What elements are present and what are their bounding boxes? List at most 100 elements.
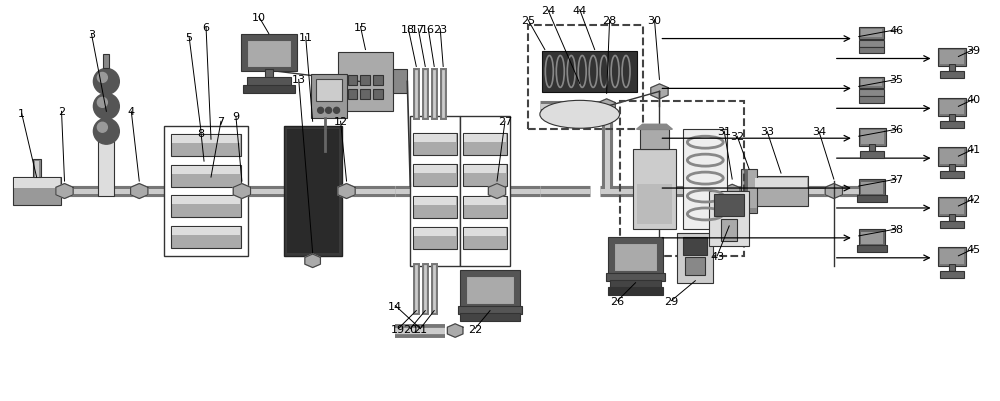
Text: 44: 44: [573, 6, 587, 16]
Bar: [463, 165, 507, 186]
Text: 27: 27: [498, 117, 512, 127]
Text: 19: 19: [391, 324, 405, 334]
Polygon shape: [488, 184, 506, 199]
Bar: [940, 271, 964, 278]
Bar: [938, 98, 966, 117]
Text: 5: 5: [186, 32, 193, 43]
Bar: [98, 142, 114, 196]
Bar: [13, 178, 61, 205]
Bar: [938, 198, 966, 217]
Text: 12: 12: [333, 117, 348, 127]
Bar: [940, 100, 964, 115]
Bar: [414, 135, 456, 143]
Bar: [861, 130, 884, 145]
Bar: [859, 28, 884, 40]
Bar: [859, 97, 884, 104]
Bar: [241, 34, 297, 72]
Bar: [859, 180, 885, 196]
Text: 18: 18: [401, 24, 415, 34]
Circle shape: [318, 108, 324, 114]
Polygon shape: [724, 185, 740, 198]
Bar: [755, 178, 807, 188]
Bar: [714, 194, 744, 217]
Bar: [360, 76, 370, 86]
Bar: [414, 198, 456, 205]
Text: 35: 35: [890, 75, 904, 85]
Bar: [633, 150, 676, 229]
Bar: [460, 313, 520, 321]
Bar: [463, 227, 507, 249]
Bar: [171, 166, 241, 188]
Bar: [164, 127, 248, 256]
Circle shape: [97, 123, 107, 133]
Bar: [685, 257, 705, 275]
Text: 21: 21: [413, 324, 427, 334]
Bar: [542, 51, 637, 93]
Text: 46: 46: [890, 26, 904, 36]
Bar: [857, 196, 887, 203]
Bar: [640, 130, 669, 150]
Bar: [247, 41, 291, 68]
Bar: [861, 232, 883, 244]
Polygon shape: [651, 85, 668, 99]
Text: 29: 29: [664, 296, 679, 306]
Bar: [338, 53, 393, 112]
Bar: [103, 55, 109, 69]
Bar: [171, 226, 241, 248]
Text: 32: 32: [730, 132, 744, 142]
Bar: [859, 47, 884, 54]
Text: 33: 33: [760, 127, 774, 137]
Text: 31: 31: [717, 127, 731, 137]
Bar: [528, 26, 643, 130]
Bar: [414, 166, 456, 174]
Bar: [348, 90, 357, 100]
Text: 40: 40: [966, 95, 980, 105]
Bar: [859, 41, 884, 47]
Polygon shape: [598, 99, 615, 115]
Bar: [940, 72, 964, 79]
Bar: [940, 150, 964, 165]
Bar: [606, 273, 665, 281]
Bar: [683, 237, 707, 255]
Text: 1: 1: [18, 109, 25, 119]
Bar: [610, 280, 661, 288]
Bar: [859, 128, 886, 147]
Bar: [414, 229, 456, 236]
Bar: [172, 227, 240, 235]
Polygon shape: [637, 125, 672, 130]
Bar: [460, 270, 520, 308]
Text: 17: 17: [411, 24, 425, 34]
Bar: [311, 75, 347, 119]
Bar: [413, 196, 457, 219]
Bar: [348, 76, 357, 86]
Text: 3: 3: [88, 30, 95, 39]
Text: 37: 37: [890, 175, 904, 184]
Polygon shape: [305, 254, 320, 268]
Text: 38: 38: [890, 224, 904, 234]
Bar: [940, 221, 964, 228]
Polygon shape: [56, 184, 73, 199]
Bar: [949, 165, 955, 172]
Text: 8: 8: [197, 129, 205, 139]
Bar: [373, 90, 383, 100]
Bar: [243, 86, 295, 94]
Text: 43: 43: [710, 251, 724, 261]
Bar: [940, 122, 964, 129]
Bar: [466, 276, 514, 304]
Polygon shape: [825, 184, 842, 199]
Bar: [464, 166, 506, 174]
Text: 30: 30: [647, 16, 661, 26]
Bar: [683, 130, 727, 229]
Text: 4: 4: [128, 107, 135, 117]
Circle shape: [93, 119, 119, 145]
Polygon shape: [447, 324, 463, 337]
Bar: [265, 70, 273, 80]
Text: 36: 36: [890, 125, 904, 135]
Text: 26: 26: [611, 296, 625, 306]
Bar: [940, 172, 964, 178]
Bar: [608, 237, 663, 275]
Text: 25: 25: [521, 16, 535, 26]
Bar: [949, 264, 955, 271]
Bar: [938, 148, 966, 167]
Text: 11: 11: [299, 32, 313, 43]
